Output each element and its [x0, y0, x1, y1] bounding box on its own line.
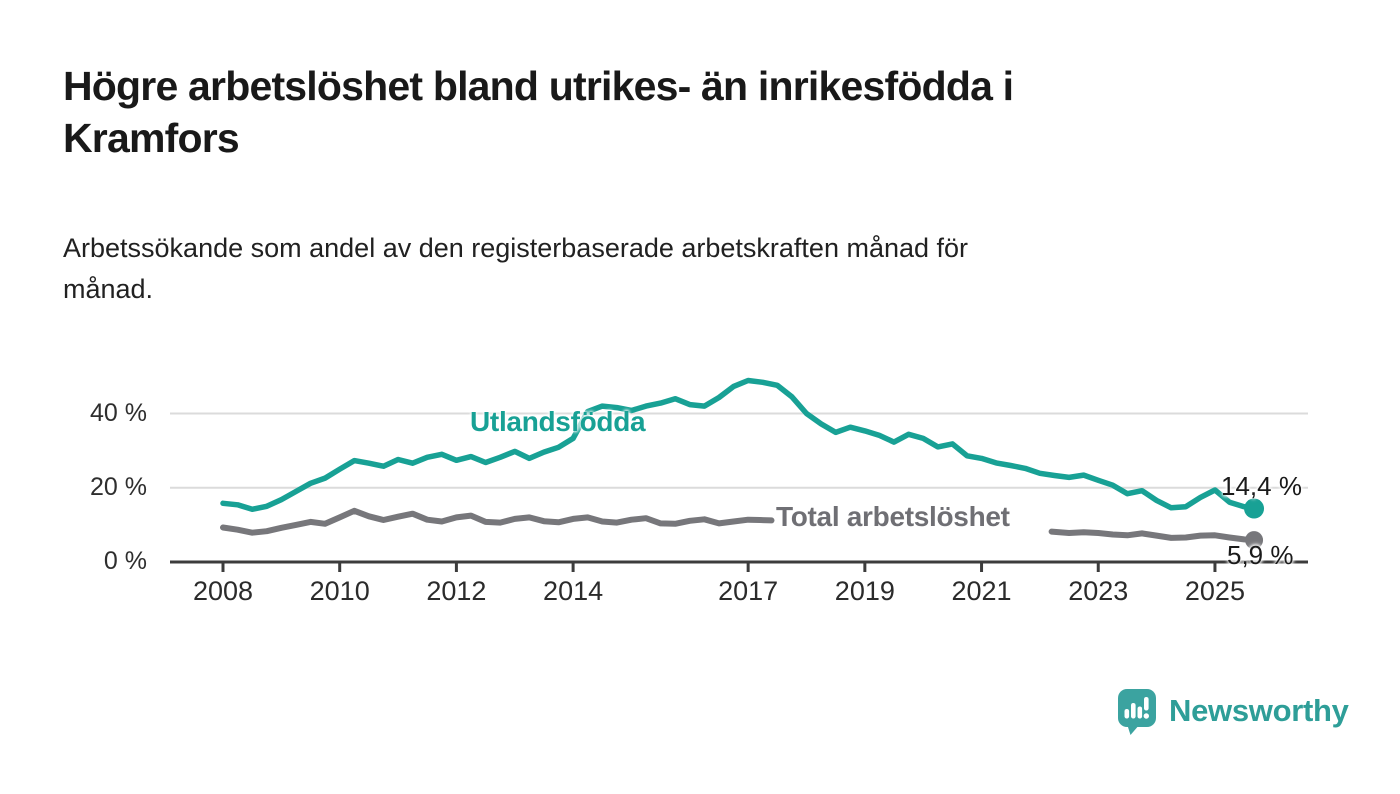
x-tick-label-2012: 2012 [426, 576, 487, 606]
x-tick-label-2010: 2010 [309, 576, 370, 606]
x-tick-label-2019: 2019 [834, 576, 895, 606]
x-tick-label-2014: 2014 [543, 576, 604, 606]
page-title: Högre arbetslöshet bland utrikes- än inr… [63, 63, 1014, 162]
plot-svg [170, 377, 1308, 572]
utlandsfodda-line [220, 377, 1257, 513]
page-subtitle: Arbetssökande som andel av den registerb… [63, 233, 969, 304]
x-tick-label-2021: 2021 [951, 576, 1012, 606]
x-tick-label-2025: 2025 [1184, 576, 1245, 606]
series-label-utlandsfodda: Utlandsfödda [470, 406, 646, 437]
y-tick-label-40: 40 % [90, 398, 147, 427]
utlandsfodda-end-dot [1244, 498, 1265, 519]
newsworthy-logo: Newsworthy [1117, 688, 1349, 736]
newsworthy-logo-text: Newsworthy [1169, 693, 1349, 728]
series-label-total-arbetsloshet: Total arbetslöshet [776, 501, 1010, 532]
x-tick-label-2017: 2017 [718, 576, 779, 606]
x-tick-label-2023: 2023 [1068, 576, 1129, 606]
total-arbetsloshet-end-dot [1245, 531, 1264, 550]
end-value-label-utlandsfodda: 14,4 % [1221, 471, 1302, 501]
y-tick-label-0: 0 % [103, 547, 147, 575]
line-chart: 0 % 20 % 40 % 2008 2010 2012 2014 2017 2019 2021 2… [0, 340, 1400, 650]
y-tick-label-20: 20 % [90, 472, 147, 501]
end-value-label-total: 5,9 % [1227, 540, 1294, 570]
x-tick-label-2008: 2008 [192, 576, 254, 606]
total-arbetsloshet-line [220, 507, 1257, 544]
newsworthy-logo-icon [1118, 689, 1156, 735]
